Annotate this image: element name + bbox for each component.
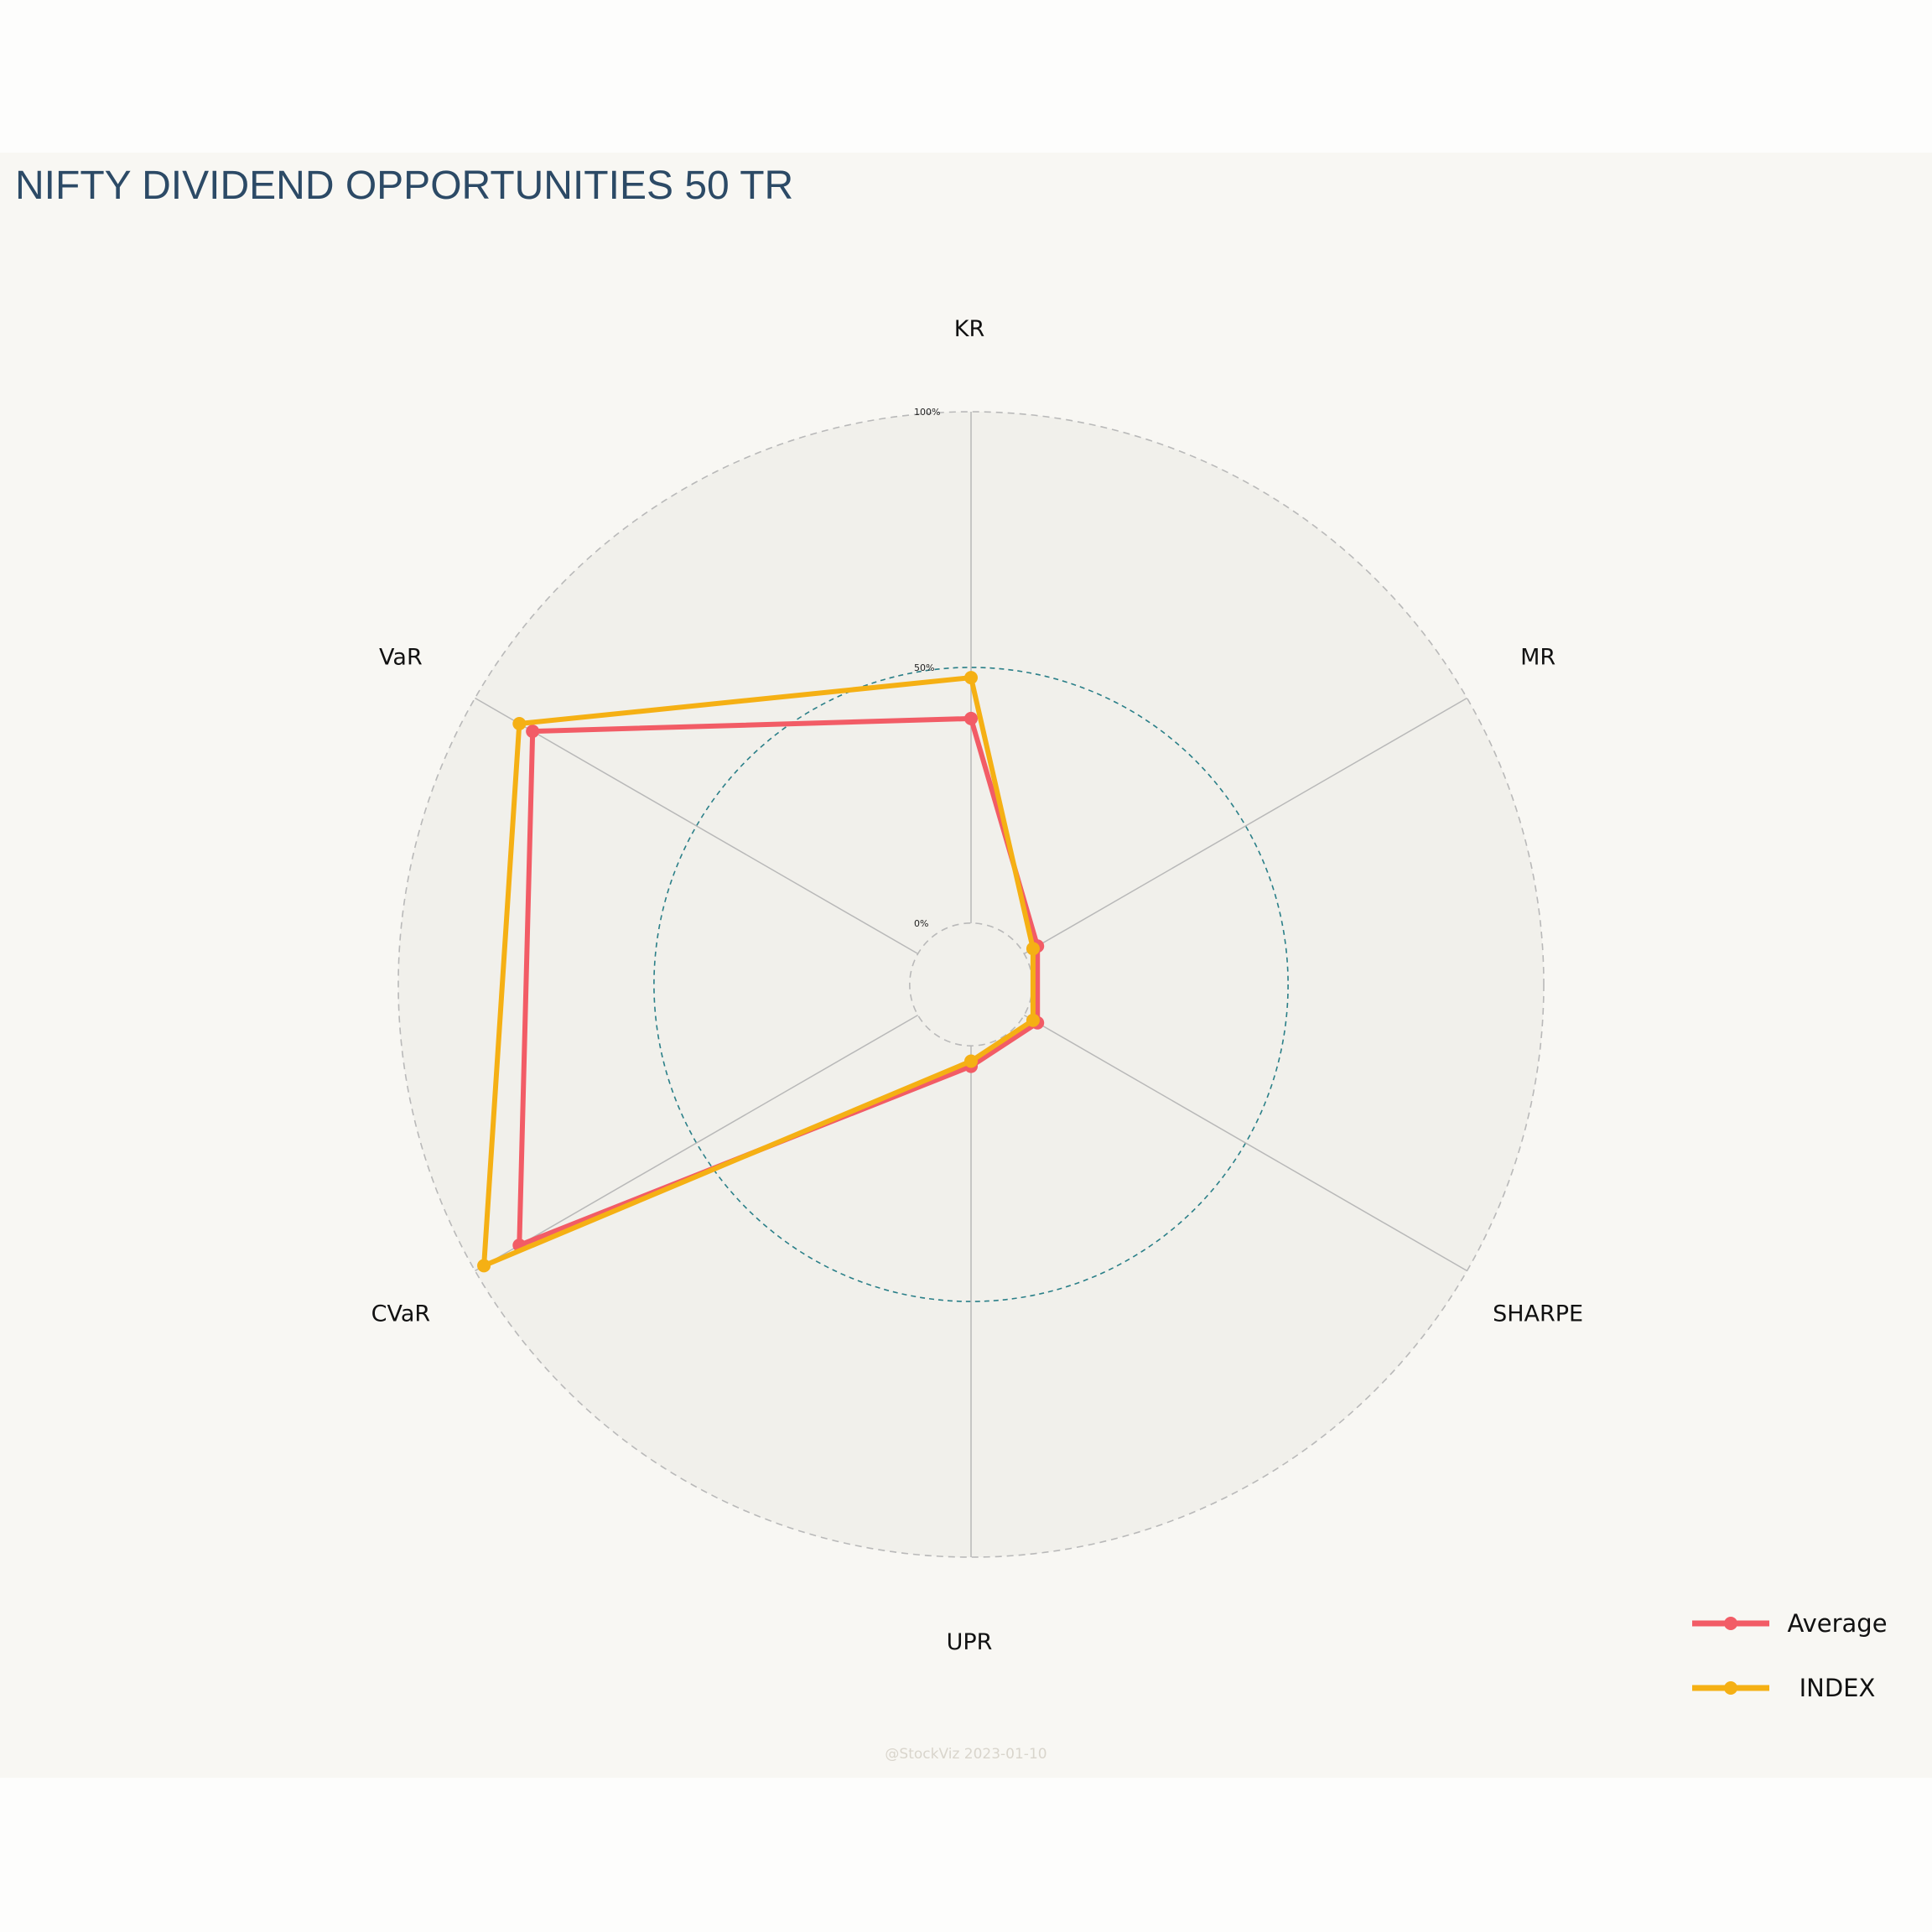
series-index-point-kr	[964, 671, 978, 685]
gridline-100	[397, 411, 1545, 1558]
plot-background	[398, 412, 1544, 1557]
axis-label-cvar: CVaR	[371, 1301, 431, 1327]
series-index-point-cvar	[477, 1259, 491, 1273]
gridline-50	[653, 667, 1289, 1302]
series-index-point-var	[512, 716, 527, 730]
legend-label-average: Average	[1787, 1609, 1887, 1638]
axis-label-var: VaR	[379, 645, 423, 671]
spoke-var	[475, 697, 919, 955]
series-average-point-var	[526, 724, 540, 739]
axis-label-kr: KR	[954, 316, 984, 342]
spoke-mr	[1023, 697, 1467, 955]
spoke-cvar	[475, 1014, 919, 1272]
axis-label-upr: UPR	[947, 1629, 993, 1655]
legend: Average INDEX	[1692, 1609, 1888, 1702]
legend-marker-average	[1724, 1617, 1737, 1630]
series-index-point-upr	[964, 1054, 978, 1068]
tick-label: 100%	[914, 407, 940, 418]
tick-label: 0%	[914, 918, 928, 929]
legend-marker-index	[1724, 1681, 1737, 1695]
legend-label-index: INDEX	[1800, 1674, 1876, 1702]
tick-label: 50%	[914, 662, 934, 673]
spoke-sharpe	[1023, 1014, 1467, 1272]
chart-title: NIFTY DIVIDEND OPPORTUNITIES 50 TR	[15, 164, 794, 208]
axis-label-sharpe: SHARPE	[1493, 1301, 1583, 1327]
series-index-point-mr	[1026, 942, 1040, 956]
axis-label-mr: MR	[1520, 645, 1555, 671]
credit-text: @StockViz 2023-01-10	[885, 1746, 1046, 1763]
series-index-point-sharpe	[1026, 1013, 1040, 1027]
radar-chart: 0% 50% 100% KR MR SHARPE UPR CVaR VaR Average IND…	[371, 316, 1888, 1763]
series-average-point-kr	[964, 711, 978, 725]
chart-panel: NIFTY DIVIDEND OPPORTUNITIES 50 TR 0% 50%…	[0, 153, 1932, 1778]
